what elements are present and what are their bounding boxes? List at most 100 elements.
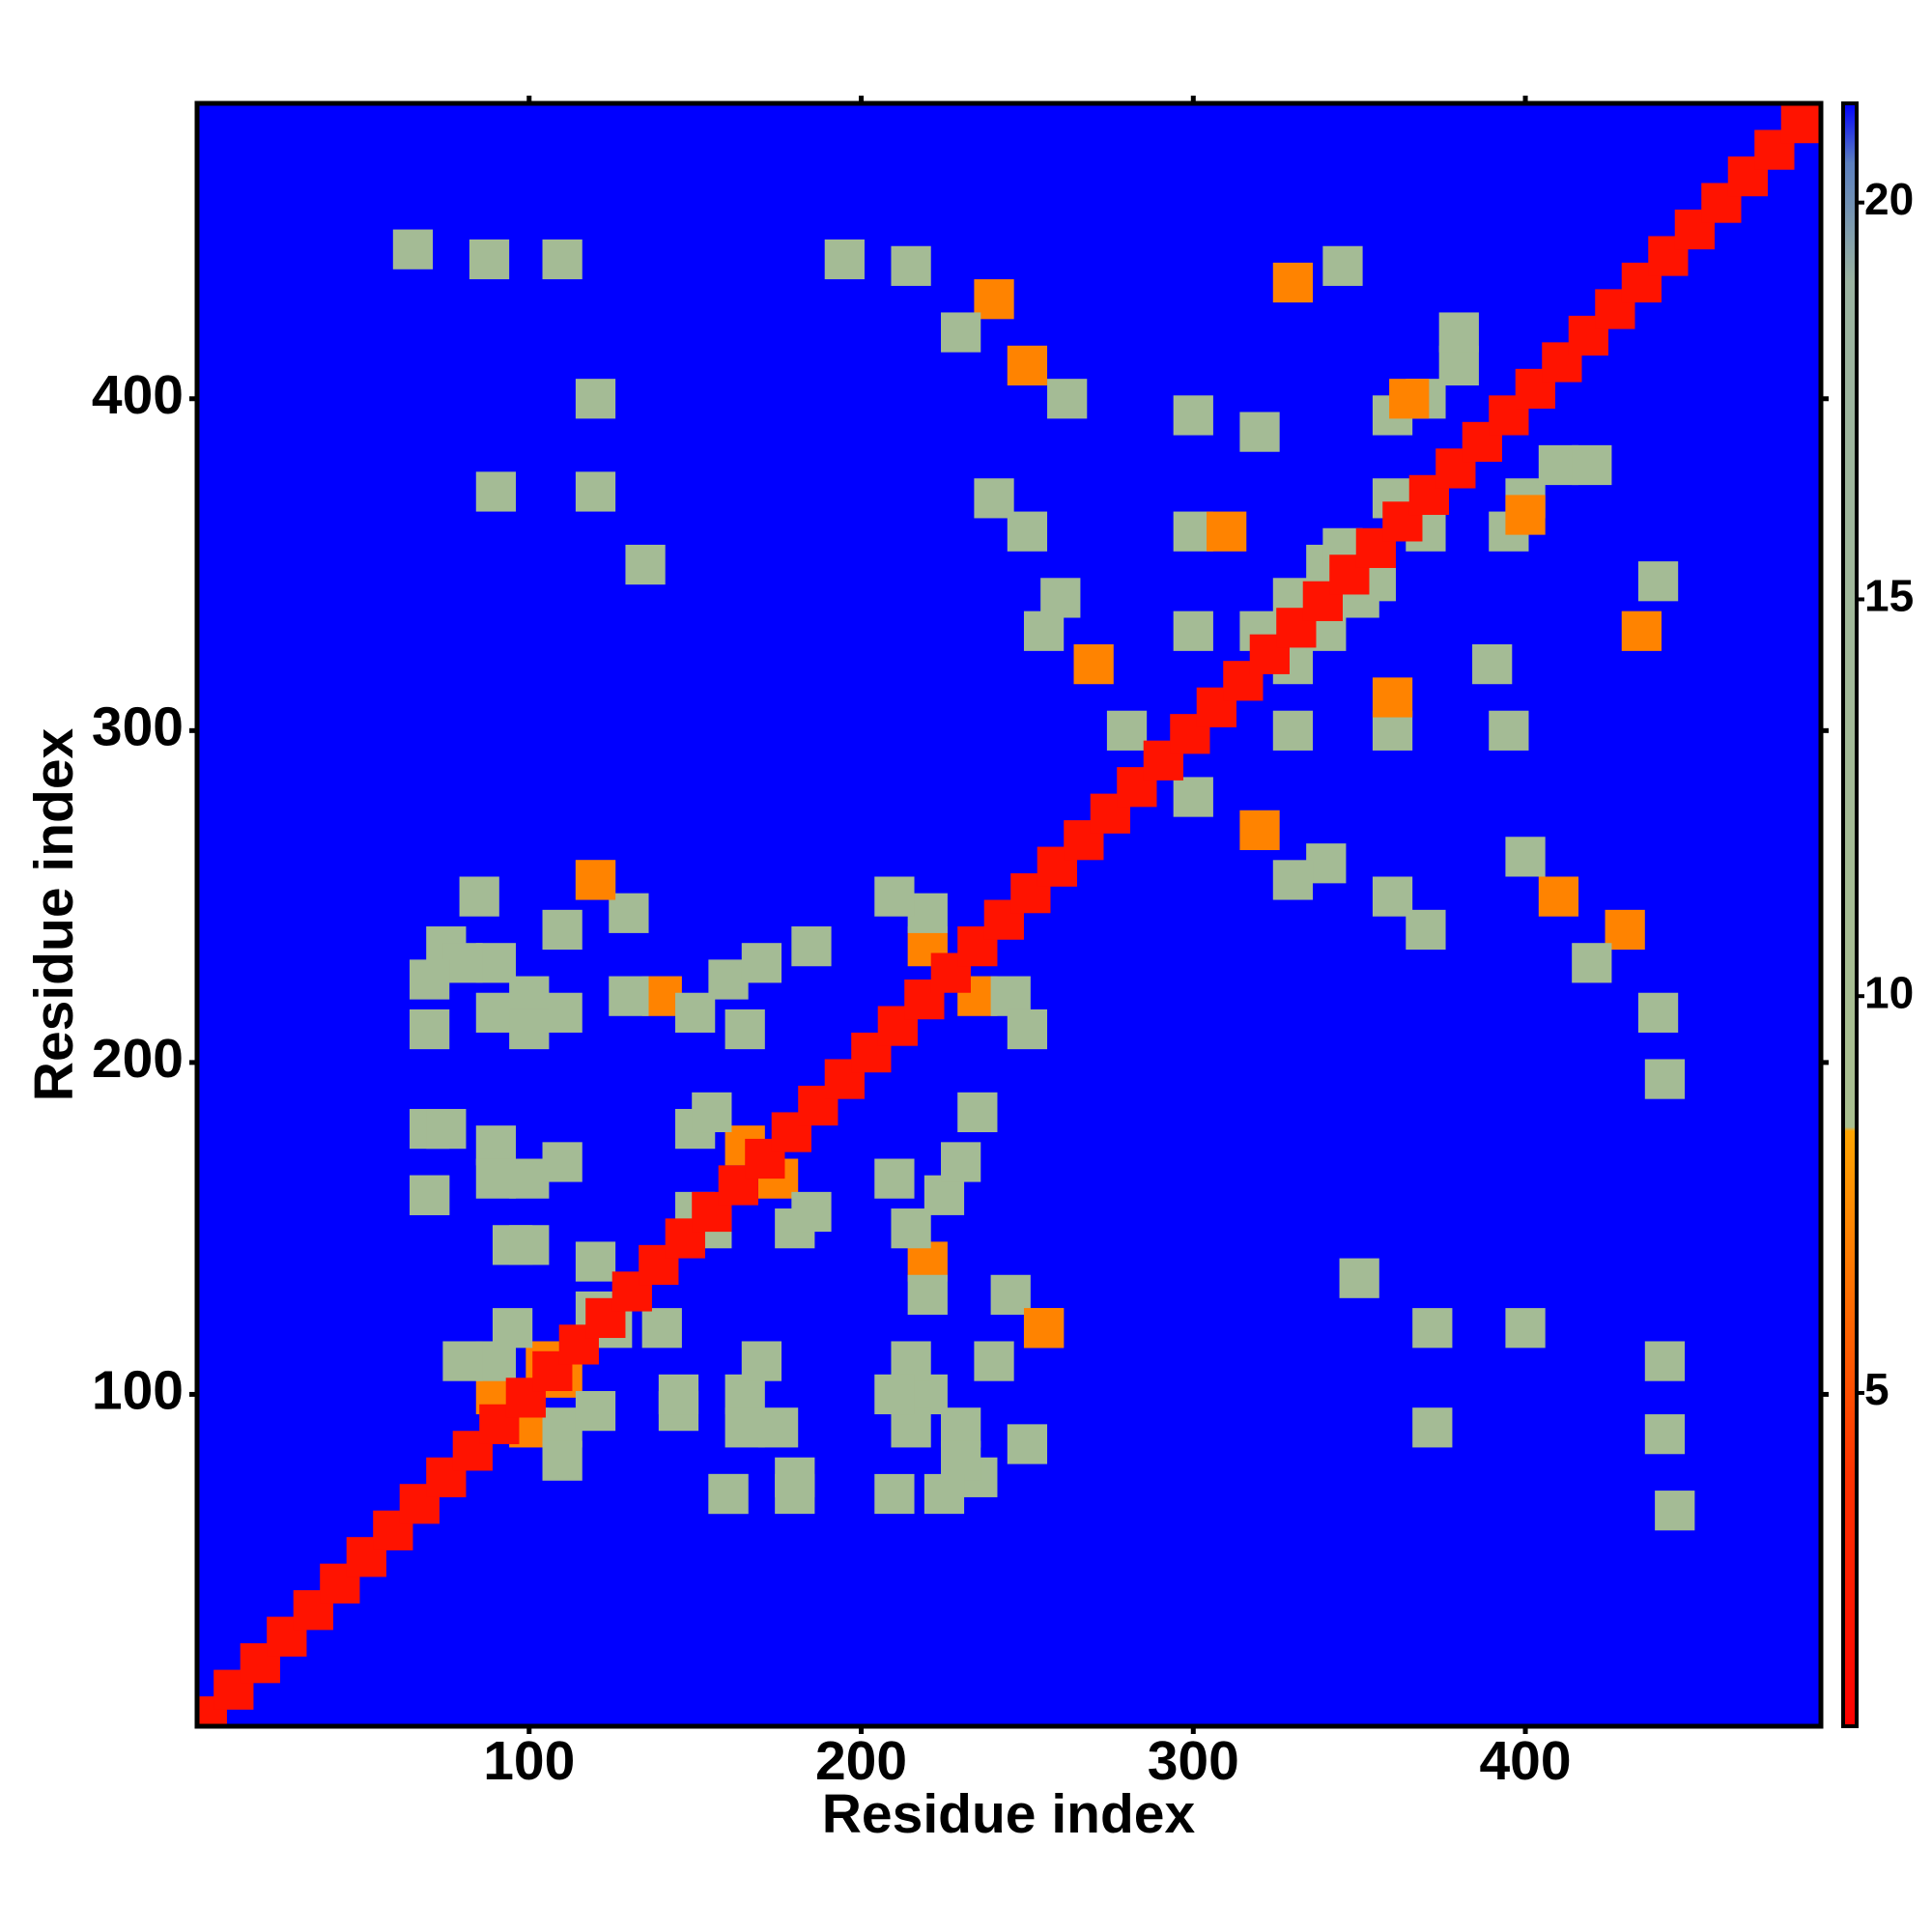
x-tick-label: 200: [815, 1730, 907, 1792]
heatmap-cell-mirror: [1272, 860, 1314, 900]
heatmap-cell-mirror: [1412, 1407, 1453, 1448]
heatmap-cell: [575, 1241, 616, 1282]
heatmap-cell-mirror: [1489, 710, 1529, 751]
heatmap-cell: [575, 379, 616, 419]
heatmap-cell-mirror: [1505, 1308, 1546, 1349]
heatmap-cell-mirror: [426, 1108, 467, 1150]
colorbar-tick-label: 5: [1864, 1364, 1889, 1414]
heatmap-cell: [874, 876, 915, 917]
heatmap-cell: [941, 312, 981, 353]
heatmap-cell: [658, 1374, 699, 1415]
heatmap-cell: [791, 926, 832, 967]
y-tick-label: 400: [92, 364, 184, 426]
heatmap-cell: [542, 239, 582, 280]
heatmap-cell-mirror: [1372, 677, 1413, 718]
heatmap-cell-mirror: [575, 860, 616, 900]
heatmap-cell: [775, 1457, 815, 1497]
heatmap-cell: [923, 1473, 965, 1515]
heatmap-cell: [410, 1009, 450, 1050]
heatmap-cell-mirror: [1406, 909, 1446, 951]
y-tick-label: 100: [92, 1360, 184, 1422]
heatmap-cell-mirror: [1505, 837, 1546, 877]
plot-frame: [194, 100, 1824, 1729]
heatmap-cell-mirror: [542, 1142, 582, 1182]
heatmap-cell: [442, 1341, 483, 1381]
heatmap-cell-mirror: [1644, 1414, 1686, 1455]
x-axis-label: Residue index: [822, 1783, 1196, 1845]
heatmap-cell: [675, 992, 716, 1033]
colorbar-tick-label: 20: [1864, 174, 1914, 224]
heatmap-cell: [791, 1191, 832, 1233]
heatmap-cell-mirror: [891, 1208, 931, 1249]
heatmap-cell-mirror: [1239, 810, 1280, 851]
heatmap-cell: [1322, 245, 1363, 286]
heatmap-cell-mirror: [1272, 710, 1314, 751]
heatmap-cell-mirror: [1339, 1258, 1379, 1298]
heatmap-cell-mirror: [1438, 312, 1479, 353]
heatmap-cell-mirror: [509, 1225, 550, 1265]
heatmap-cell-mirror: [1644, 1341, 1686, 1381]
heatmap-cell-mirror: [1655, 1491, 1695, 1531]
heatmap-cell: [392, 229, 434, 270]
heatmap-cell: [824, 239, 865, 280]
heatmap-cell-mirror: [509, 1009, 550, 1050]
heatmap-cell: [724, 1407, 765, 1448]
heatmap-cell-mirror: [1621, 611, 1662, 651]
heatmap-cell: [941, 1142, 981, 1182]
heatmap-cell-mirror: [741, 943, 782, 983]
heatmap-cell: [1780, 103, 1821, 144]
x-tick-label: 100: [483, 1730, 575, 1792]
y-axis-label: Residue index: [23, 727, 85, 1101]
heatmap-cell: [708, 1473, 749, 1515]
heatmap-cell: [625, 544, 666, 585]
heatmap-cell: [1272, 262, 1314, 303]
heatmap-cell: [974, 478, 1014, 519]
heatmap-cell: [974, 1341, 1014, 1381]
heatmap-cell: [874, 1374, 915, 1415]
heatmap-cell-mirror: [609, 976, 649, 1016]
heatmap-cell-mirror: [1472, 644, 1513, 685]
heatmap-cell: [741, 1341, 782, 1381]
heatmap-cell: [1047, 379, 1088, 419]
heatmap-cell-mirror: [1007, 1009, 1048, 1050]
heatmap-cell-mirror: [1389, 379, 1430, 419]
heatmap-cell: [1073, 644, 1114, 685]
heatmap-cell-mirror: [1637, 561, 1679, 602]
x-tick-label: 300: [1148, 1730, 1239, 1792]
heatmap-cell-mirror: [692, 1092, 732, 1133]
heatmap-cell: [1572, 444, 1612, 486]
heatmap-cell-mirror: [1637, 992, 1679, 1033]
heatmap-cell-mirror: [410, 1175, 450, 1215]
heatmap-cell-mirror: [410, 959, 450, 1000]
heatmap-cell: [469, 239, 510, 280]
heatmap-cell-mirror: [1572, 943, 1612, 983]
heatmap-cell: [1505, 495, 1546, 535]
y-tick-label: 300: [92, 696, 184, 757]
heatmap-cell-mirror: [724, 1009, 765, 1050]
heatmap-cell: [1207, 511, 1247, 552]
heatmap-cell: [492, 1308, 533, 1349]
colorbar: [1841, 101, 1859, 1728]
heatmap-cell-mirror: [1173, 777, 1213, 817]
y-tick-label: 200: [92, 1028, 184, 1090]
heatmap-cell-mirror: [1538, 876, 1579, 917]
heatmap-cell-mirror: [641, 1308, 682, 1349]
heatmap-cell: [907, 1274, 948, 1315]
heatmap-cell: [1173, 611, 1213, 651]
heatmap-cell: [1239, 412, 1280, 452]
heatmap-cell: [1023, 1308, 1065, 1349]
heatmap-cell: [1023, 611, 1065, 651]
heatmap-cell: [1007, 1424, 1048, 1464]
heatmap-cell-mirror: [475, 1158, 517, 1199]
heatmap-cell-mirror: [542, 909, 582, 951]
heatmap-cell-mirror: [1412, 1308, 1453, 1349]
x-tick-label: 400: [1479, 1730, 1571, 1792]
heatmap-cell: [1106, 710, 1148, 751]
heatmap-cell-mirror: [575, 1391, 616, 1432]
heatmap-cell: [1007, 345, 1048, 386]
heatmap-cell-mirror: [459, 876, 499, 917]
heatmap-cell: [891, 245, 931, 286]
colorbar-tick-label: 10: [1864, 967, 1914, 1017]
heatmap-cell: [874, 1158, 915, 1199]
